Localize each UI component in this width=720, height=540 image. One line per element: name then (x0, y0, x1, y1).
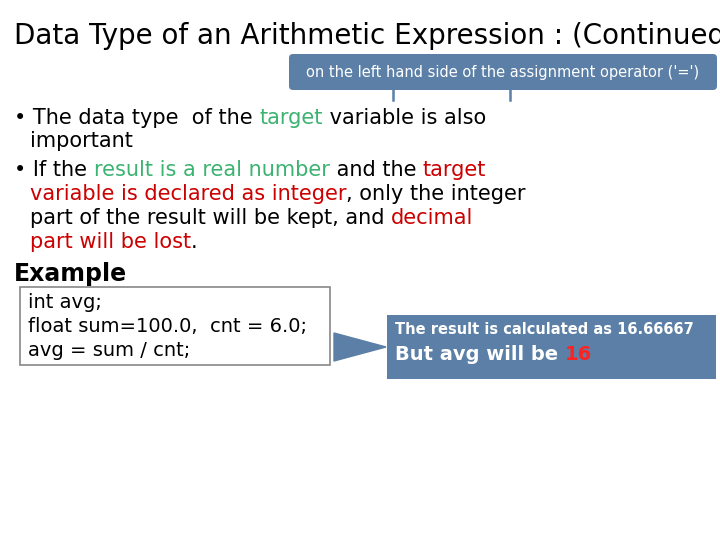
Text: float sum=100.0,  cnt = 6.0;: float sum=100.0, cnt = 6.0; (28, 317, 307, 336)
Text: • The data type  of the: • The data type of the (14, 108, 259, 128)
Text: The result is calculated as 16.66667: The result is calculated as 16.66667 (395, 322, 694, 337)
FancyBboxPatch shape (387, 315, 716, 379)
FancyBboxPatch shape (20, 287, 330, 365)
Text: int avg;: int avg; (28, 293, 102, 312)
FancyBboxPatch shape (289, 54, 717, 90)
Text: , only the integer: , only the integer (346, 184, 526, 204)
Text: 16: 16 (546, 345, 571, 364)
Text: target: target (423, 160, 486, 180)
Text: Example: Example (14, 262, 127, 286)
Text: Data Type of an Arithmetic Expression : (Continued): Data Type of an Arithmetic Expression : … (14, 22, 720, 50)
Text: .: . (191, 232, 198, 252)
Text: avg = sum / cnt;: avg = sum / cnt; (28, 341, 190, 360)
Text: target: target (259, 108, 323, 128)
Text: But avg will be: But avg will be (395, 345, 565, 364)
Text: on the left hand side of the assignment operator ('='): on the left hand side of the assignment … (307, 64, 700, 79)
Text: 16: 16 (565, 345, 592, 364)
Text: variable is declared as integer: variable is declared as integer (30, 184, 346, 204)
Text: part of the result will be kept, and: part of the result will be kept, and (30, 208, 391, 228)
Text: But avg will be: But avg will be (395, 345, 546, 364)
Text: and the: and the (330, 160, 423, 180)
Text: part will be lost: part will be lost (30, 232, 191, 252)
Text: decimal: decimal (391, 208, 474, 228)
Text: • If the: • If the (14, 160, 94, 180)
Text: But avg will be: But avg will be (395, 345, 565, 364)
Polygon shape (334, 333, 386, 361)
Text: variable is also: variable is also (323, 108, 486, 128)
Text: result is a real number: result is a real number (94, 160, 330, 180)
Text: important: important (30, 131, 133, 151)
